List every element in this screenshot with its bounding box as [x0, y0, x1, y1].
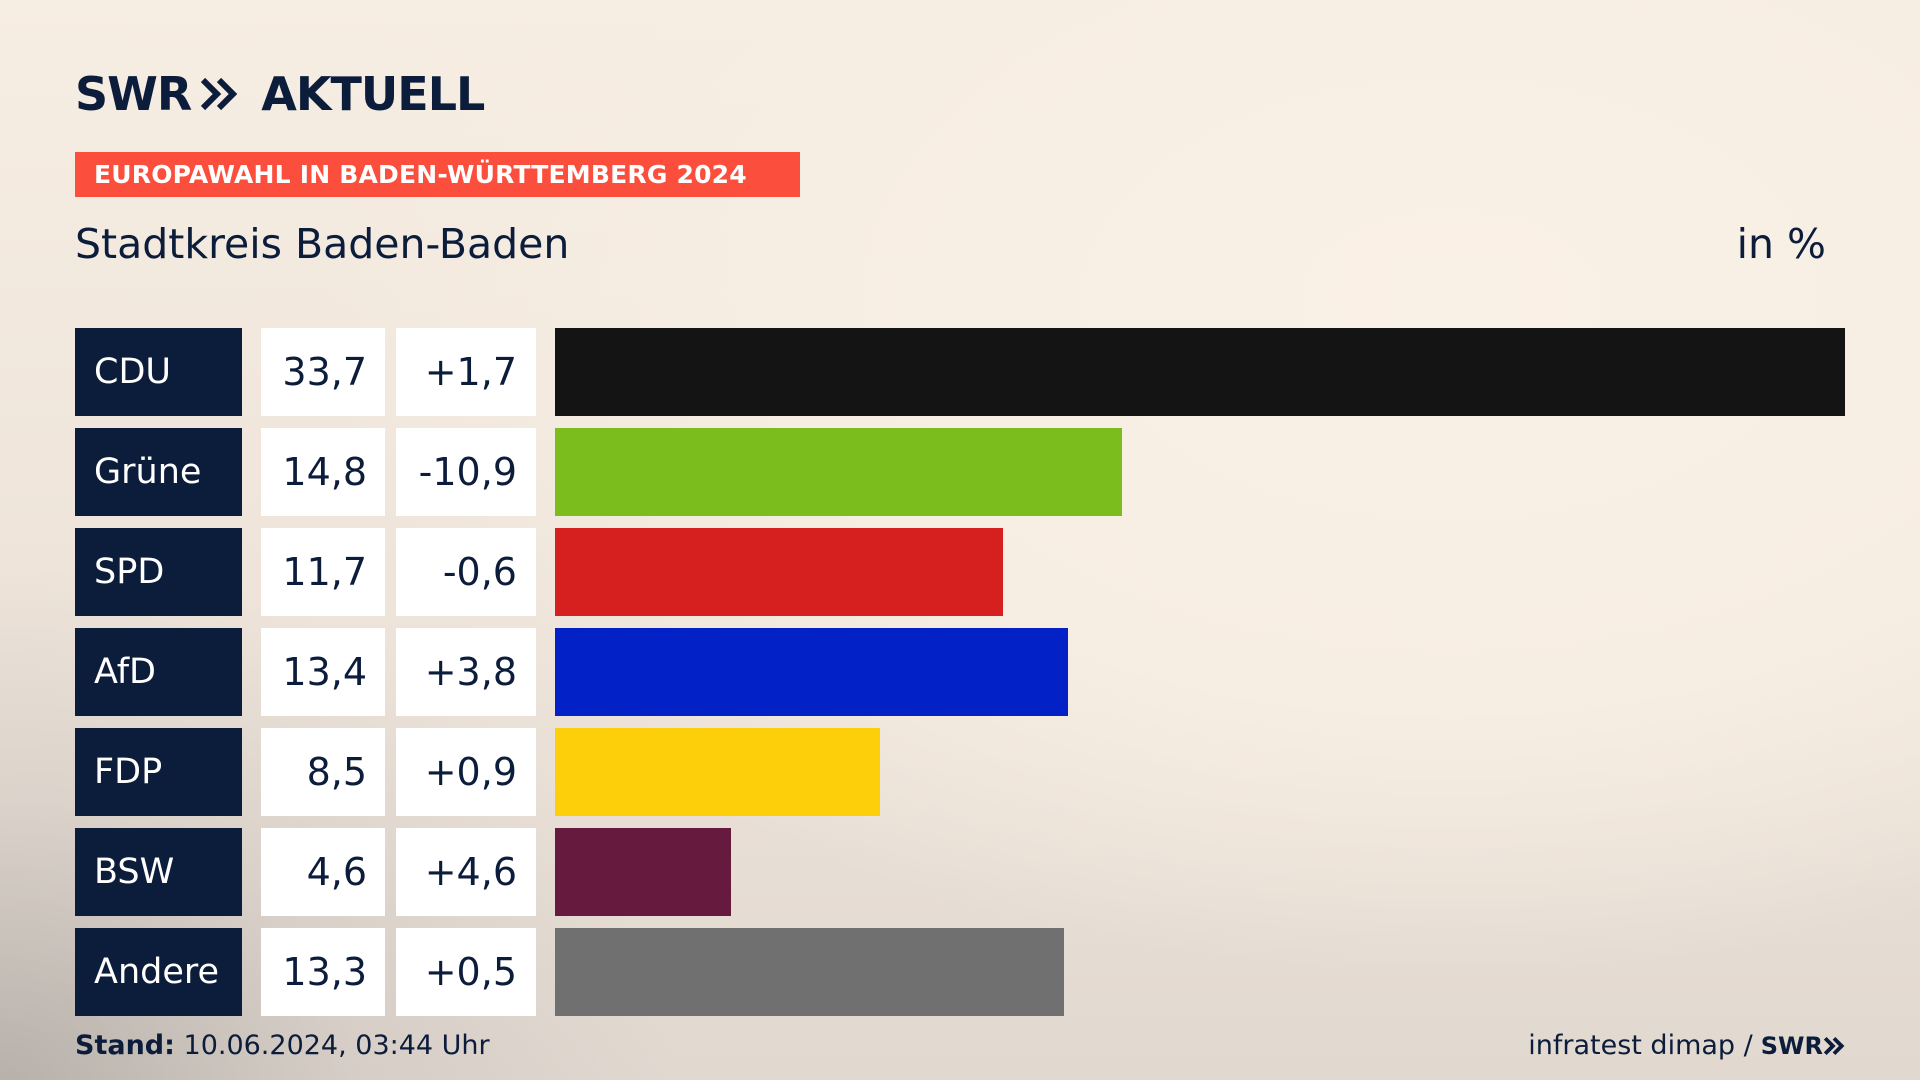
chart-row: Andere 13,3 +0,5 — [75, 928, 1845, 1016]
election-banner: EUROPAWAHL IN BADEN-WÜRTTEMBERG 2024 — [75, 152, 800, 197]
result-bar — [555, 328, 1845, 416]
change-label: +0,9 — [396, 728, 536, 816]
value-label: 11,7 — [261, 528, 385, 616]
chart-row: Grüne 14,8 -10,9 — [75, 428, 1845, 516]
result-bar — [555, 628, 1068, 716]
party-label: AfD — [75, 628, 242, 716]
mini-logo-text: SWR — [1761, 1032, 1823, 1060]
stand-value: 10.06.2024, 03:44 Uhr — [184, 1030, 490, 1061]
party-label: Grüne — [75, 428, 242, 516]
value-label: 8,5 — [261, 728, 385, 816]
footer-timestamp: Stand: 10.06.2024, 03:44 Uhr — [75, 1030, 490, 1061]
value-label: 14,8 — [261, 428, 385, 516]
region-title: Stadtkreis Baden-Baden — [75, 220, 569, 268]
chart-row: BSW 4,6 +4,6 — [75, 828, 1845, 916]
double-chevron-icon — [199, 74, 239, 114]
logo-swr-text: SWR — [75, 67, 191, 121]
party-label: BSW — [75, 828, 242, 916]
logo-aktuell-text: AKTUELL — [261, 67, 484, 121]
change-label: +0,5 — [396, 928, 536, 1016]
banner-label: EUROPAWAHL IN BADEN-WÜRTTEMBERG 2024 — [75, 160, 747, 189]
chart-row: CDU 33,7 +1,7 — [75, 328, 1845, 416]
party-label: SPD — [75, 528, 242, 616]
result-bar — [555, 928, 1064, 1016]
value-label: 33,7 — [261, 328, 385, 416]
footer-source: infratest dimap / SWR — [1528, 1030, 1845, 1061]
result-bar — [555, 528, 1003, 616]
value-label: 13,3 — [261, 928, 385, 1016]
result-bar — [555, 828, 731, 916]
swr-mini-logo: SWR — [1761, 1032, 1845, 1060]
change-label: +3,8 — [396, 628, 536, 716]
change-label: +1,7 — [396, 328, 536, 416]
change-label: -10,9 — [396, 428, 536, 516]
chart-row: FDP 8,5 +0,9 — [75, 728, 1845, 816]
double-chevron-small-icon — [1823, 1035, 1845, 1057]
unit-label: in % — [1737, 220, 1826, 268]
result-bar — [555, 728, 880, 816]
value-label: 13,4 — [261, 628, 385, 716]
change-label: +4,6 — [396, 828, 536, 916]
party-label: CDU — [75, 328, 242, 416]
stand-label: Stand: — [75, 1030, 175, 1061]
change-label: -0,6 — [396, 528, 536, 616]
value-label: 4,6 — [261, 828, 385, 916]
result-bar — [555, 428, 1122, 516]
chart-row: AfD 13,4 +3,8 — [75, 628, 1845, 716]
party-label: FDP — [75, 728, 242, 816]
swr-aktuell-logo: SWR AKTUELL — [75, 64, 484, 124]
source-text: infratest dimap / — [1528, 1030, 1753, 1061]
party-label: Andere — [75, 928, 242, 1016]
chart-row: SPD 11,7 -0,6 — [75, 528, 1845, 616]
